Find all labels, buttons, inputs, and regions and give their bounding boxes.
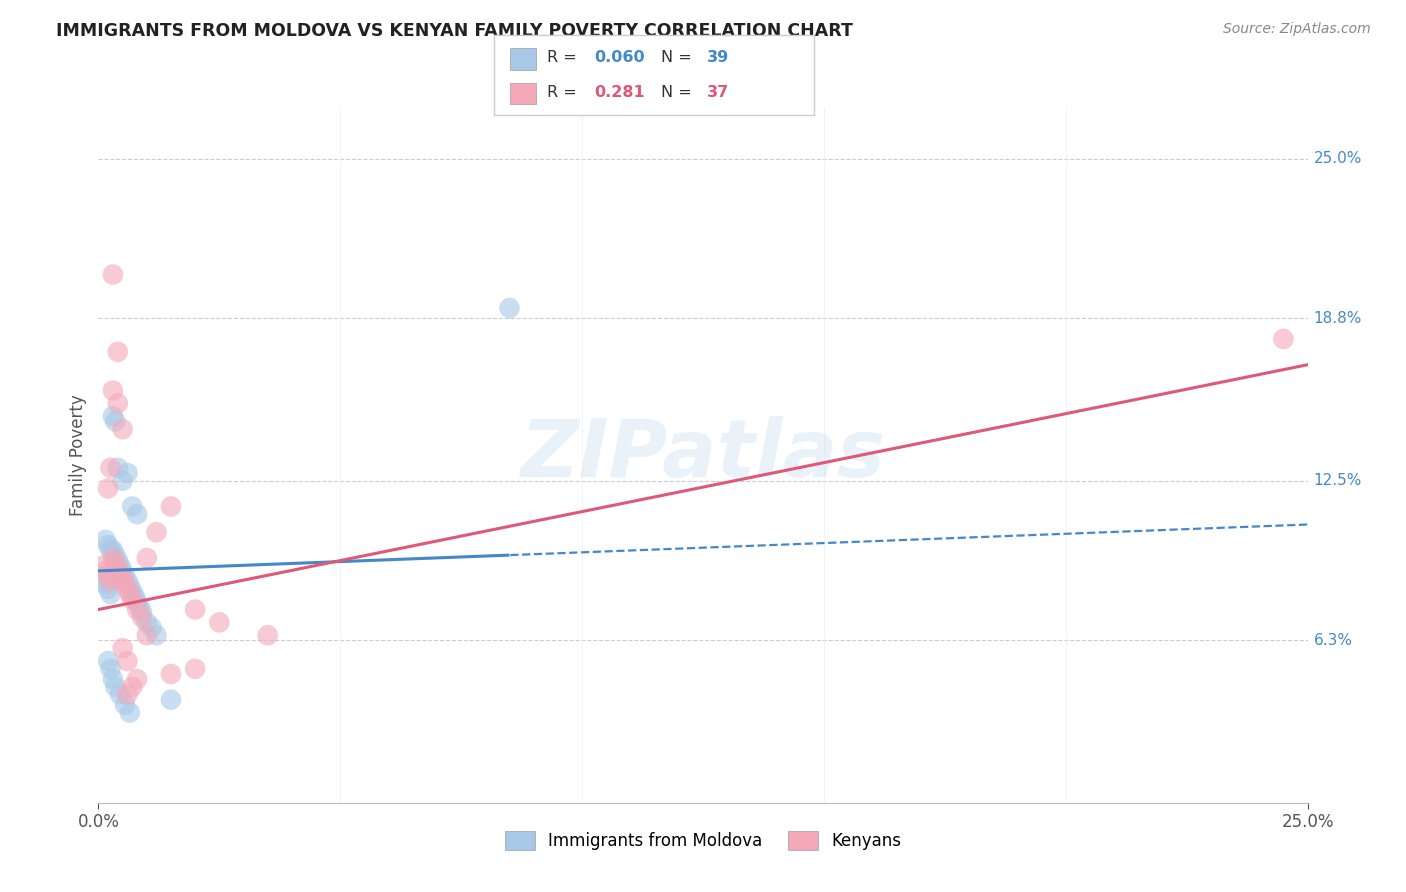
Text: R =: R =	[547, 51, 582, 65]
Point	[111, 474, 134, 488]
Point	[101, 543, 124, 558]
Point	[498, 301, 520, 315]
Text: N =: N =	[661, 86, 697, 100]
Point	[100, 587, 122, 601]
Point	[101, 268, 124, 282]
Point	[160, 692, 183, 706]
Point	[111, 572, 134, 586]
Point	[104, 680, 127, 694]
Point	[97, 538, 120, 552]
Point	[114, 569, 136, 583]
Point	[94, 576, 117, 591]
Point	[208, 615, 231, 630]
Text: 12.5%: 12.5%	[1313, 473, 1362, 488]
Point	[124, 590, 146, 604]
Text: 0.281: 0.281	[595, 86, 645, 100]
Text: 18.8%: 18.8%	[1313, 310, 1362, 326]
Y-axis label: Family Poverty: Family Poverty	[69, 394, 87, 516]
Text: N =: N =	[661, 51, 697, 65]
Point	[118, 706, 141, 720]
Point	[100, 574, 122, 589]
Point	[107, 344, 129, 359]
Point	[145, 525, 167, 540]
Text: 25.0%: 25.0%	[1313, 151, 1362, 166]
Point	[114, 576, 136, 591]
Point	[127, 672, 149, 686]
Point	[107, 553, 129, 567]
Point	[135, 628, 157, 642]
Point	[101, 672, 124, 686]
Point	[127, 595, 149, 609]
Text: Source: ZipAtlas.com: Source: ZipAtlas.com	[1223, 22, 1371, 37]
Point	[141, 621, 163, 635]
Point	[107, 561, 129, 575]
Point	[160, 667, 183, 681]
Point	[108, 688, 131, 702]
Point	[100, 662, 122, 676]
Point	[108, 566, 131, 581]
Point	[160, 500, 183, 514]
Point	[117, 688, 139, 702]
Point	[101, 551, 124, 566]
Point	[107, 460, 129, 475]
Point	[104, 549, 127, 563]
Point	[91, 569, 114, 583]
Point	[121, 592, 143, 607]
Point	[1272, 332, 1295, 346]
Point	[121, 680, 143, 694]
Text: 39: 39	[707, 51, 730, 65]
Point	[135, 615, 157, 630]
Point	[100, 543, 122, 558]
Point	[100, 460, 122, 475]
Point	[94, 533, 117, 547]
Point	[131, 605, 153, 619]
Point	[118, 587, 141, 601]
Point	[127, 507, 149, 521]
Point	[97, 482, 120, 496]
Point	[108, 558, 131, 573]
Point	[97, 654, 120, 668]
Point	[145, 628, 167, 642]
Point	[104, 556, 127, 570]
Point	[104, 414, 127, 428]
Text: R =: R =	[547, 86, 586, 100]
Point	[114, 698, 136, 712]
Point	[111, 564, 134, 578]
Point	[256, 628, 278, 642]
Point	[117, 574, 139, 589]
Point	[121, 500, 143, 514]
Point	[111, 422, 134, 436]
Point	[101, 409, 124, 424]
Point	[117, 466, 139, 480]
Point	[107, 396, 129, 410]
Text: ZIPatlas: ZIPatlas	[520, 416, 886, 494]
Text: IMMIGRANTS FROM MOLDOVA VS KENYAN FAMILY POVERTY CORRELATION CHART: IMMIGRANTS FROM MOLDOVA VS KENYAN FAMILY…	[56, 22, 853, 40]
Point	[121, 584, 143, 599]
Point	[117, 654, 139, 668]
Text: 37: 37	[707, 86, 730, 100]
Point	[94, 564, 117, 578]
Point	[184, 662, 207, 676]
Text: 0.060: 0.060	[595, 51, 645, 65]
Point	[117, 582, 139, 596]
Point	[128, 599, 150, 614]
Legend: Immigrants from Moldova, Kenyans: Immigrants from Moldova, Kenyans	[498, 824, 908, 857]
Point	[135, 551, 157, 566]
Point	[131, 610, 153, 624]
Point	[127, 602, 149, 616]
Point	[91, 558, 114, 573]
Point	[118, 579, 141, 593]
Point	[111, 641, 134, 656]
Point	[97, 582, 120, 596]
Point	[184, 602, 207, 616]
Point	[97, 569, 120, 583]
Point	[101, 384, 124, 398]
Text: 6.3%: 6.3%	[1313, 633, 1353, 648]
